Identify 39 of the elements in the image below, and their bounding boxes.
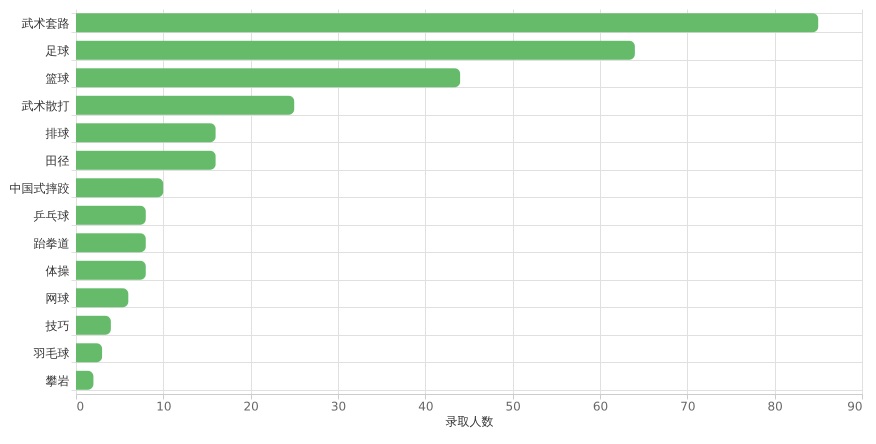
y-tick-label: 中国式摔跤 [10,181,70,196]
y-tick-label: 网球 [46,291,70,306]
y-tick-label: 武术散打 [22,98,70,113]
bar [76,40,635,60]
x-tick-label: 60 [592,400,608,414]
bar [76,68,460,88]
bar [76,150,216,170]
y-tick-label: 跆拳道 [34,236,70,250]
x-tick-label: 70 [680,400,696,414]
y-tick-label: 攀岩 [46,374,70,388]
x-tick-label: 50 [506,400,521,414]
x-axis-title: 录取人数 [446,414,494,428]
y-tick-label: 武术套路 [22,16,70,30]
x-tick-label: 0 [76,400,84,414]
bar [76,316,111,335]
y-tick-label: 体操 [46,264,70,278]
y-tick-label: 技巧 [44,318,70,333]
y-tick-label: 田径 [46,154,70,168]
y-tick-label: 篮球 [46,71,70,86]
bar [76,343,102,362]
bar [76,233,146,252]
x-tick-label: 40 [418,400,434,414]
y-tick-label: 乒乓球 [34,208,70,223]
y-tick-label: 羽毛球 [32,346,70,360]
bar [76,288,128,308]
y-tick-label: 足球 [46,44,70,58]
x-tick-label: 80 [768,400,783,414]
bar [76,13,818,32]
bar [76,370,94,390]
bar [76,123,216,142]
x-tick-label: 30 [330,400,346,414]
x-tick-label: 20 [244,400,259,414]
x-tick-label: 10 [156,400,172,414]
x-tick-label: 90 [847,400,862,414]
bar [76,260,146,280]
y-tick-label: 排球 [46,126,70,140]
bar [76,206,146,225]
bar [76,96,294,115]
bar [76,178,164,198]
